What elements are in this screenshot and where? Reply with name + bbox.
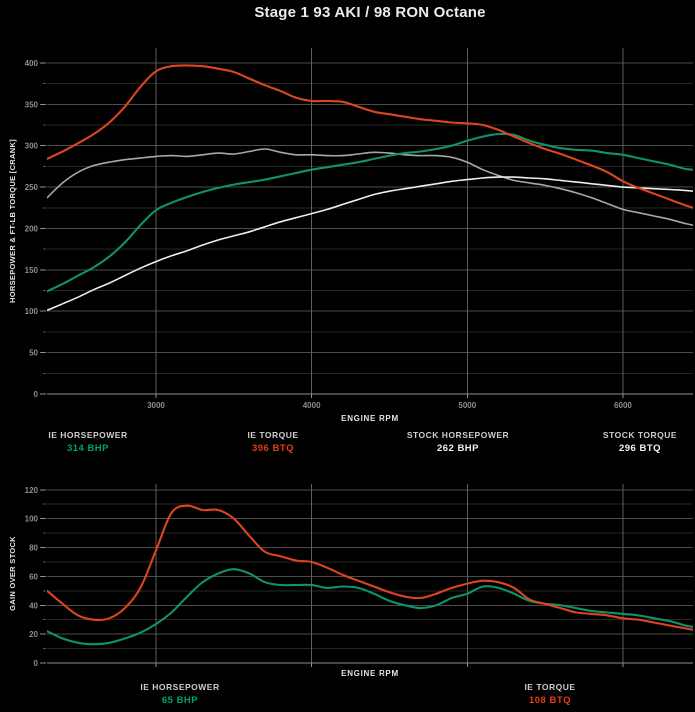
svg-text:100: 100	[25, 515, 39, 524]
dyno-chart-power-torque: 0 50 100 150 200 250 300 350 400 3000 4000 5000 6000…	[8, 48, 693, 423]
page-title: Stage 1 93 AKI / 98 RON Octane	[254, 4, 486, 21]
axis-ticks	[40, 489, 624, 667]
axis-ticks	[40, 62, 624, 398]
legend-label: IE HORSEPOWER	[48, 430, 128, 440]
y-gridlines-major	[47, 489, 693, 635]
svg-text:250: 250	[25, 183, 39, 192]
x-gridlines	[155, 484, 624, 663]
legend-item-gain-horsepower: IE HORSEPOWER 65 BHP	[140, 682, 219, 706]
legend-item-stock-torque: STOCK TORQUE 296 BTQ	[603, 430, 677, 454]
svg-text:0: 0	[34, 659, 39, 668]
legend-value: 396 BTQ	[251, 443, 295, 454]
x-axis-title: ENGINE RPM	[341, 669, 399, 678]
svg-text:400: 400	[25, 59, 39, 68]
x-tick-labels: 3000 4000 5000 6000	[147, 401, 632, 410]
legend-value: 65 BHP	[161, 695, 199, 706]
svg-text:200: 200	[25, 224, 39, 233]
legend-gain: IE HORSEPOWER 65 BHP IE TORQUE 108 BTQ	[0, 682, 695, 712]
x-gridlines	[155, 48, 624, 394]
svg-text:150: 150	[25, 266, 39, 275]
svg-text:40: 40	[29, 601, 38, 610]
series-ie-horsepower	[47, 132, 693, 293]
legend-value: 262 BHP	[436, 443, 480, 454]
legend-item-gain-torque: IE TORQUE 108 BTQ	[524, 682, 575, 706]
y-gridlines-minor	[47, 83, 693, 374]
y-axis-title: HORSEPOWER & FT-LB TORQUE [CRANK]	[8, 139, 17, 303]
legend-value: 108 BTQ	[528, 695, 572, 706]
legend-label: IE HORSEPOWER	[140, 682, 220, 692]
svg-text:4000: 4000	[303, 401, 321, 410]
svg-text:80: 80	[29, 544, 38, 553]
series-ie-torque-gain	[47, 504, 693, 631]
svg-text:60: 60	[29, 572, 38, 581]
svg-text:350: 350	[25, 100, 39, 109]
svg-text:100: 100	[25, 307, 39, 316]
legend-label: IE TORQUE	[524, 682, 576, 692]
svg-text:300: 300	[25, 142, 39, 151]
series-ie-torque	[47, 64, 693, 209]
legend-power-torque: IE HORSEPOWER 314 BHP IE TORQUE 396 BTQ …	[0, 430, 695, 460]
x-axis-title: ENGINE RPM	[341, 414, 399, 423]
y-gridlines-major	[47, 62, 693, 354]
legend-item-ie-horsepower: IE HORSEPOWER 314 BHP	[48, 430, 127, 454]
dyno-chart-gain-over-stock: 0 20 40 60 80 100 120 ENGINE RPM GAIN OVER STOCK	[8, 484, 693, 678]
svg-text:0: 0	[34, 390, 39, 399]
series-stock-horsepower	[47, 176, 693, 312]
svg-text:5000: 5000	[458, 401, 476, 410]
legend-value: 314 BHP	[66, 443, 110, 454]
series-group	[47, 64, 693, 312]
legend-item-ie-torque: IE TORQUE 396 BTQ	[247, 430, 298, 454]
legend-value: 296 BTQ	[618, 443, 662, 454]
series-ie-horsepower-gain	[47, 568, 693, 646]
svg-text:6000: 6000	[614, 401, 632, 410]
legend-item-stock-horsepower: STOCK HORSEPOWER 262 BHP	[407, 430, 509, 454]
legend-label: STOCK TORQUE	[602, 430, 678, 440]
series-stock-torque	[47, 148, 693, 226]
series-group	[47, 504, 693, 646]
svg-text:3000: 3000	[147, 401, 165, 410]
svg-text:120: 120	[25, 486, 39, 495]
y-axis-title: GAIN OVER STOCK	[8, 536, 17, 611]
y-tick-labels: 0 20 40 60 80 100 120	[25, 486, 39, 668]
svg-text:20: 20	[29, 630, 38, 639]
svg-text:50: 50	[29, 349, 38, 358]
legend-label: STOCK HORSEPOWER	[406, 430, 510, 440]
legend-label: IE TORQUE	[247, 430, 299, 440]
y-gridlines-minor	[47, 503, 693, 650]
y-tick-labels: 0 50 100 150 200 250 300 350 400	[25, 59, 39, 399]
